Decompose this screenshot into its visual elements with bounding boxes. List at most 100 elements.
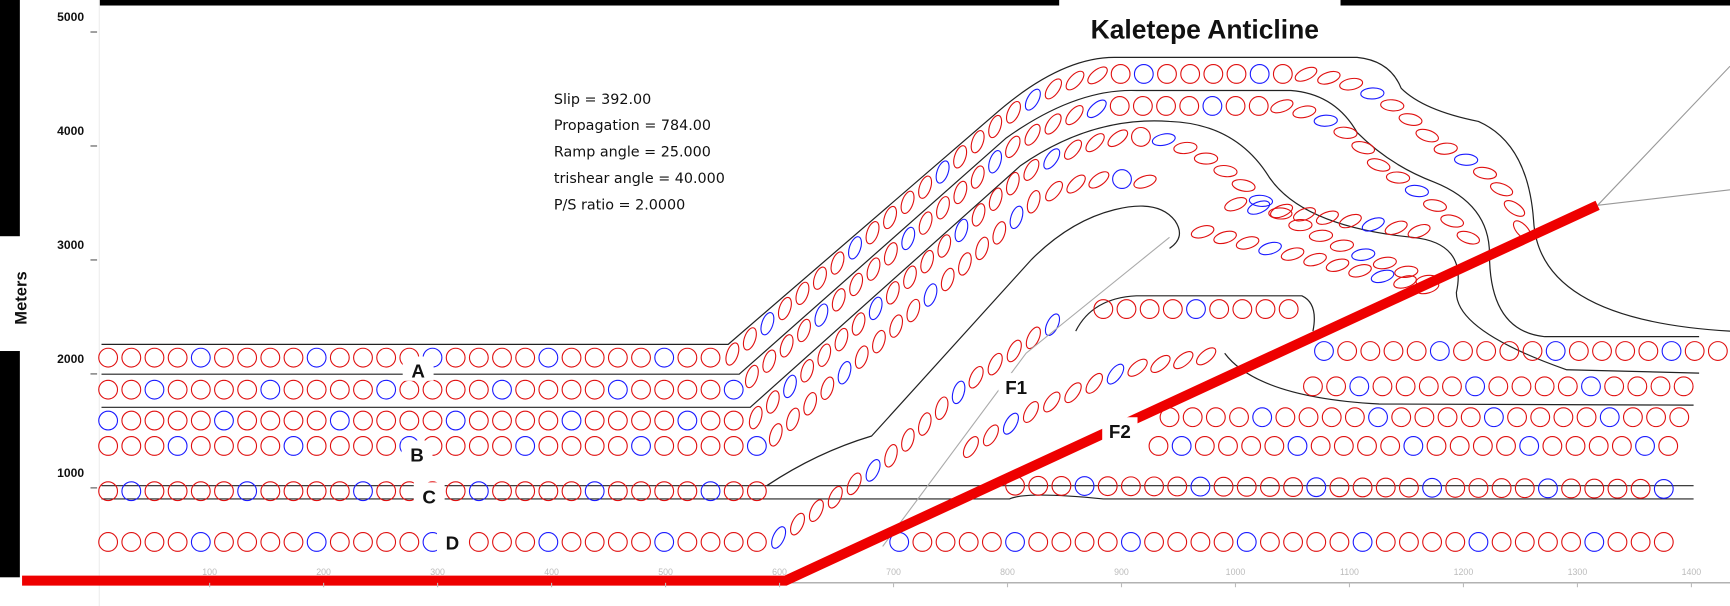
strain-ellipse bbox=[758, 311, 776, 337]
strain-ellipse bbox=[1369, 408, 1388, 427]
strain-ellipse bbox=[585, 380, 604, 399]
strain-ellipse bbox=[1132, 173, 1158, 191]
strain-ellipse bbox=[990, 220, 1008, 245]
strain-ellipse bbox=[1624, 408, 1643, 427]
strain-ellipse bbox=[933, 396, 950, 421]
strain-ellipse bbox=[307, 437, 326, 456]
row-guide bbox=[108, 106, 1473, 390]
strain-ellipse bbox=[1636, 437, 1655, 456]
strain-ellipse bbox=[516, 482, 535, 501]
strain-ellipse bbox=[1515, 533, 1534, 552]
strain-ellipse bbox=[1351, 139, 1376, 155]
strain-ellipse bbox=[191, 482, 210, 501]
strain-ellipse bbox=[1347, 262, 1372, 279]
strain-ellipse bbox=[724, 482, 743, 501]
strain-ellipse bbox=[1206, 408, 1225, 427]
strain-ellipse bbox=[632, 437, 651, 456]
strain-ellipse bbox=[724, 411, 743, 430]
strain-ellipse bbox=[585, 411, 604, 430]
strain-ellipse bbox=[1043, 179, 1066, 204]
strain-ellipse bbox=[1280, 246, 1305, 263]
strain-ellipse bbox=[1454, 342, 1473, 361]
strain-ellipse bbox=[1405, 184, 1429, 198]
parameters: Slip = 392.00Propagation = 784.00Ramp an… bbox=[554, 92, 725, 214]
strain-ellipse bbox=[1485, 408, 1504, 427]
strain-ellipse bbox=[1284, 533, 1303, 552]
strain-ellipse bbox=[1316, 69, 1341, 86]
strain-ellipse bbox=[261, 533, 280, 552]
strain-ellipse bbox=[261, 482, 280, 501]
strain-ellipse bbox=[330, 482, 349, 501]
strain-ellipse bbox=[1415, 127, 1440, 144]
strain-ellipse bbox=[238, 482, 257, 501]
strain-ellipse bbox=[1461, 408, 1480, 427]
strain-ellipse bbox=[1376, 478, 1395, 497]
strain-ellipse bbox=[493, 380, 512, 399]
strain-ellipse bbox=[1608, 479, 1627, 498]
strain-ellipse bbox=[1535, 377, 1554, 396]
strain-ellipse bbox=[1370, 268, 1395, 285]
strain-ellipse bbox=[539, 380, 558, 399]
strain-ellipse bbox=[1373, 377, 1392, 396]
strain-ellipse bbox=[1500, 342, 1519, 361]
strain-ellipse bbox=[400, 533, 419, 552]
strain-ellipse bbox=[423, 380, 442, 399]
strain-ellipse bbox=[934, 159, 952, 185]
strain-ellipse bbox=[469, 411, 488, 430]
strain-ellipse bbox=[608, 411, 627, 430]
strain-ellipse bbox=[1204, 65, 1223, 84]
strain-ellipse bbox=[1223, 195, 1249, 214]
strain-ellipse bbox=[743, 364, 761, 389]
strain-ellipse bbox=[354, 348, 373, 367]
strain-ellipse bbox=[145, 533, 164, 552]
strain-ellipse bbox=[168, 411, 187, 430]
strain-ellipse bbox=[1304, 377, 1323, 396]
strain-ellipse bbox=[238, 437, 257, 456]
strain-ellipse bbox=[1639, 342, 1658, 361]
strain-ellipse bbox=[1400, 533, 1419, 552]
strain-ellipse bbox=[1104, 362, 1127, 387]
strain-ellipse bbox=[1194, 153, 1217, 164]
strain-ellipse bbox=[1042, 76, 1064, 101]
strain-ellipse bbox=[1492, 479, 1511, 498]
strain-ellipse bbox=[1454, 154, 1477, 166]
strain-ellipse bbox=[493, 437, 512, 456]
strain-ellipse bbox=[1111, 65, 1130, 84]
parameter: trishear angle = 40.000 bbox=[554, 171, 725, 187]
strain-ellipse bbox=[881, 205, 899, 231]
x-tick-label: 1200 bbox=[1454, 567, 1474, 577]
strain-ellipse bbox=[562, 348, 581, 367]
strain-ellipse bbox=[1469, 533, 1488, 552]
strain-ellipse bbox=[122, 411, 141, 430]
strain-ellipse bbox=[99, 437, 118, 456]
strain-ellipse bbox=[1423, 533, 1442, 552]
strain-ellipse bbox=[701, 437, 720, 456]
strain-ellipse bbox=[469, 437, 488, 456]
strain-ellipse bbox=[562, 380, 581, 399]
strain-ellipse bbox=[850, 311, 868, 336]
strain-ellipse bbox=[1288, 437, 1307, 456]
strain-ellipse bbox=[1353, 478, 1372, 497]
strain-ellipse bbox=[608, 482, 627, 501]
strain-ellipse bbox=[1315, 208, 1341, 227]
strain-ellipse bbox=[1585, 479, 1604, 498]
strain-ellipse bbox=[215, 437, 234, 456]
strain-ellipse bbox=[760, 348, 778, 373]
strain-ellipse bbox=[819, 376, 837, 401]
strain-ellipse bbox=[969, 129, 987, 155]
strain-ellipse bbox=[307, 533, 326, 552]
strain-ellipse bbox=[1330, 478, 1349, 497]
strain-ellipse bbox=[1386, 171, 1410, 184]
strain-ellipse bbox=[168, 533, 187, 552]
strain-ellipse bbox=[1628, 377, 1647, 396]
strain-ellipse bbox=[539, 348, 558, 367]
strain-ellipse bbox=[99, 533, 118, 552]
strain-ellipse bbox=[1577, 408, 1596, 427]
strain-ellipse bbox=[724, 380, 743, 399]
strain-ellipse bbox=[632, 533, 651, 552]
strain-ellipse bbox=[1083, 131, 1107, 155]
strain-ellipse bbox=[1330, 239, 1354, 252]
strain-ellipse bbox=[983, 533, 1002, 552]
strain-ellipse bbox=[1151, 132, 1176, 148]
strain-ellipse bbox=[330, 533, 349, 552]
